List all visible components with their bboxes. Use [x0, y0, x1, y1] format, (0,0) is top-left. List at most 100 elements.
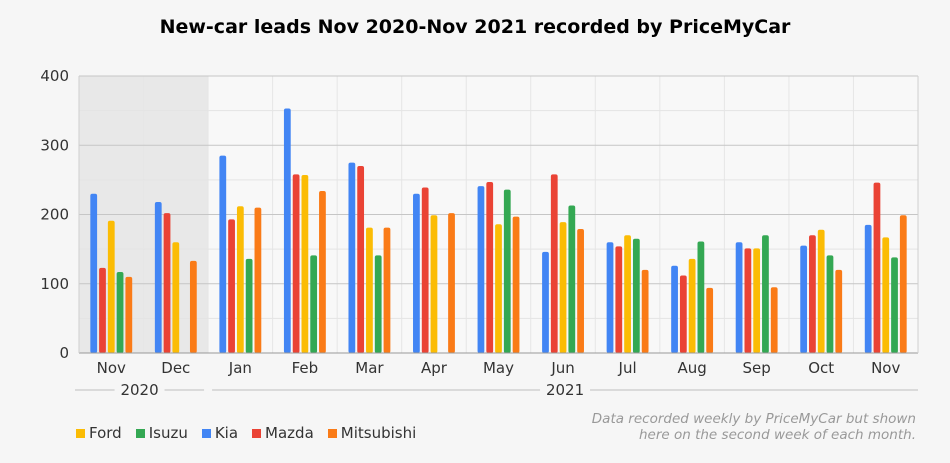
bar-isuzu	[891, 257, 898, 353]
bar-mitsubishi	[512, 216, 520, 353]
bar-ford	[107, 220, 115, 353]
bar-mitsubishi	[448, 213, 455, 353]
chart-note-line-2: here on the second week of each month.	[638, 427, 916, 443]
x-tick-label: May	[483, 359, 514, 377]
bar-ford	[882, 237, 890, 353]
bar-kia	[90, 193, 98, 353]
bar-ford	[236, 206, 244, 353]
legend: Ford Isuzu Kia Mazda Mitsubishi	[76, 424, 416, 442]
bar-mazda	[550, 174, 558, 353]
bar-kia	[864, 224, 872, 353]
bar-ford	[753, 248, 761, 353]
bar-mazda	[679, 275, 687, 353]
bar-mazda	[99, 267, 106, 353]
bar-ford	[495, 224, 502, 353]
bar-isuzu	[632, 238, 640, 353]
bar-kia	[283, 108, 291, 353]
year-label-bg	[114, 380, 165, 400]
bar-mitsubishi	[770, 287, 778, 353]
bar-isuzu	[116, 271, 124, 353]
bar-isuzu	[568, 205, 576, 353]
x-tick-label: Nov	[97, 359, 126, 377]
x-tick-label: Aug	[677, 359, 706, 377]
bar-mazda	[486, 181, 494, 353]
chart-note: Data recorded weekly by PriceMyCar but s…	[592, 411, 916, 443]
chart-title: New-car leads Nov 2020-Nov 2021 recorded…	[159, 16, 791, 38]
bar-ford	[688, 258, 696, 353]
bar-kia	[800, 245, 808, 353]
bar-mitsubishi	[835, 269, 843, 353]
year-label-bg	[540, 380, 591, 400]
bar-mitsubishi	[319, 190, 326, 353]
bar-mazda	[357, 166, 365, 353]
legend-item-isuzu[interactable]: Isuzu	[135, 424, 188, 442]
bar-mitsubishi	[189, 260, 197, 353]
bar-isuzu	[503, 189, 511, 353]
bar-kia	[413, 193, 420, 353]
legend-swatch-ford	[76, 428, 85, 438]
bar-ford	[559, 222, 567, 353]
bar-kia	[671, 265, 678, 353]
bar-kia	[542, 251, 549, 353]
x-tick-label: Sep	[743, 359, 771, 377]
bar-mitsubishi	[899, 215, 907, 353]
year-group-label: 2020	[120, 381, 158, 399]
x-tick-label: Feb	[292, 359, 319, 377]
bar-mazda	[421, 187, 429, 353]
bar-kia	[219, 155, 227, 353]
bar-mitsubishi	[641, 269, 649, 353]
legend-label-mitsubishi: Mitsubishi	[340, 424, 417, 442]
x-tick-label: Oct	[808, 359, 834, 377]
bar-isuzu	[374, 255, 382, 353]
legend-label-kia: Kia	[214, 424, 239, 442]
legend-item-mitsubishi[interactable]: Mitsubishi	[327, 424, 417, 442]
legend-item-ford[interactable]: Ford	[76, 424, 122, 442]
bar-mazda	[163, 213, 171, 353]
x-tick-label: Dec	[161, 359, 190, 377]
bar-mazda	[228, 219, 235, 353]
bar-mazda	[744, 248, 752, 353]
x-tick-label: Mar	[355, 359, 384, 377]
legend-item-kia[interactable]: Kia	[201, 424, 239, 442]
bar-mazda	[873, 182, 881, 353]
legend-swatch-mazda	[252, 428, 262, 438]
bar-ford	[301, 175, 309, 353]
bar-ford	[817, 229, 825, 353]
y-tick-label: 0	[59, 344, 69, 362]
bar-mitsubishi	[383, 227, 391, 353]
x-tick-label: Apr	[421, 359, 448, 377]
bar-mazda	[809, 235, 816, 353]
bar-ford	[172, 242, 180, 353]
legend-label-isuzu: Isuzu	[148, 424, 188, 442]
bar-mitsubishi	[577, 229, 584, 353]
legend-swatch-mitsubishi	[327, 428, 337, 438]
bar-ford	[430, 215, 438, 353]
bar-kia	[477, 186, 485, 353]
bar-mitsubishi	[706, 287, 714, 353]
chart-note-line-1: Data recorded weekly by PriceMyCar but s…	[591, 411, 916, 427]
legend-label-ford: Ford	[89, 424, 122, 442]
bar-isuzu	[245, 258, 253, 353]
year-group-label: 2021	[546, 381, 584, 399]
x-tick-label: Jun	[550, 359, 574, 377]
bar-mazda	[292, 174, 300, 353]
x-tick-label: Jul	[618, 359, 637, 377]
bar-ford	[366, 227, 373, 353]
y-tick-label: 400	[40, 67, 69, 85]
legend-item-mazda[interactable]: Mazda	[252, 424, 314, 442]
bar-isuzu	[310, 255, 318, 353]
bar-kia	[735, 242, 743, 353]
legend-label-mazda: Mazda	[265, 424, 314, 442]
y-tick-label: 100	[40, 275, 69, 293]
y-tick-label: 200	[40, 206, 69, 224]
bar-ford	[624, 235, 631, 353]
bar-mitsubishi	[254, 207, 262, 353]
bar-isuzu	[826, 255, 834, 353]
bar-kia	[606, 242, 614, 353]
legend-swatch-isuzu	[135, 428, 145, 438]
x-tick-label: Nov	[871, 359, 900, 377]
bar-mazda	[615, 246, 623, 353]
y-tick-label: 300	[40, 136, 69, 154]
bar-mitsubishi	[125, 276, 133, 353]
